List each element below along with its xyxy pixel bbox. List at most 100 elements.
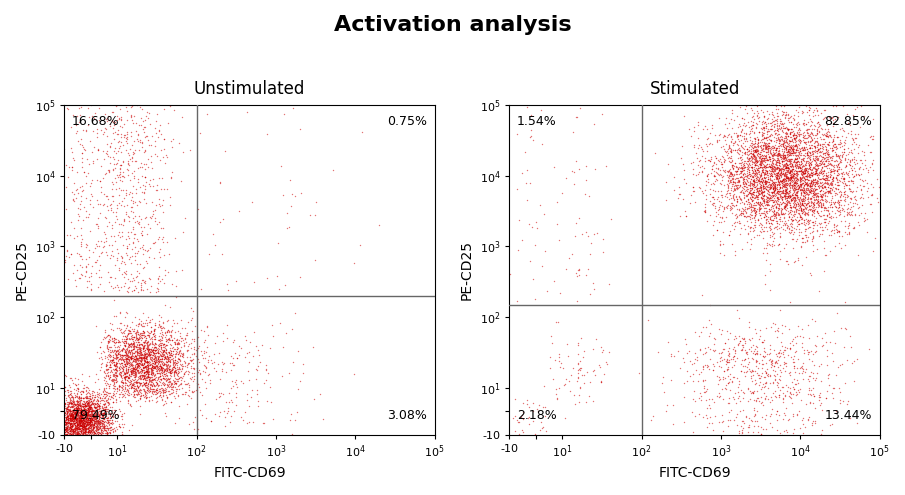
Point [810, 182, 824, 190]
Point [147, 363, 161, 371]
Point [197, 400, 212, 408]
Point [63, 396, 78, 404]
Point [81, 418, 95, 426]
Point [112, 355, 127, 363]
Point [797, 154, 812, 162]
Point [804, 387, 818, 395]
Point [749, 356, 764, 364]
Point [780, 197, 795, 204]
Point [749, 151, 764, 159]
Point [746, 177, 760, 185]
Point [803, 181, 817, 189]
Point [785, 162, 799, 170]
Point [837, 190, 852, 198]
Point [778, 159, 793, 167]
Point [85, 407, 100, 415]
Point [594, 378, 608, 386]
Point [159, 364, 174, 372]
Point [758, 161, 773, 169]
Point [246, 352, 261, 360]
Point [748, 155, 763, 163]
Point [104, 348, 119, 356]
Point [75, 428, 90, 436]
Point [723, 177, 738, 185]
Point [767, 164, 782, 172]
Point [106, 124, 120, 132]
Point [74, 410, 89, 418]
Point [115, 345, 129, 353]
Point [249, 376, 263, 384]
Point [67, 408, 81, 416]
Point [759, 128, 774, 136]
Point [716, 153, 730, 161]
Point [87, 420, 101, 428]
Point [719, 357, 733, 365]
Point [181, 318, 195, 326]
Point [134, 374, 148, 382]
Point [779, 163, 794, 171]
Point [64, 423, 79, 431]
Point [126, 345, 140, 353]
Point [843, 186, 857, 194]
Point [137, 386, 151, 394]
Point [146, 210, 160, 218]
Point [816, 169, 831, 177]
Point [91, 224, 106, 232]
Point [803, 144, 817, 151]
Point [204, 417, 218, 425]
Point [747, 180, 761, 188]
Point [76, 388, 91, 396]
Point [130, 175, 145, 183]
Point [842, 181, 856, 189]
Point [781, 148, 795, 156]
Point [113, 354, 128, 362]
Point [773, 153, 787, 161]
Point [119, 352, 133, 360]
Point [800, 390, 814, 398]
Point [792, 138, 806, 146]
Point [124, 351, 138, 359]
Point [757, 147, 771, 154]
Point [101, 382, 116, 390]
Point [61, 388, 75, 396]
Point [772, 187, 786, 195]
Point [747, 177, 761, 185]
Point [647, 149, 662, 157]
Point [748, 154, 763, 162]
Point [293, 377, 308, 385]
Point [151, 336, 166, 344]
Point [76, 388, 91, 396]
Point [133, 402, 148, 410]
Point [567, 392, 581, 399]
Point [141, 341, 156, 349]
Point [728, 146, 742, 154]
Point [830, 181, 844, 189]
Point [774, 165, 788, 173]
Point [84, 430, 99, 438]
Point [870, 175, 884, 183]
Point [832, 197, 846, 204]
Point [86, 424, 100, 432]
Point [843, 130, 858, 138]
Point [795, 234, 810, 242]
Point [786, 230, 800, 238]
Point [72, 418, 87, 426]
Point [117, 351, 131, 359]
Point [787, 194, 802, 202]
Point [156, 374, 170, 382]
Point [153, 357, 167, 365]
Point [283, 202, 298, 210]
Point [68, 409, 82, 417]
Point [65, 411, 80, 419]
Point [80, 412, 94, 420]
Point [763, 224, 777, 232]
Point [790, 142, 805, 149]
Point [721, 358, 736, 366]
Point [805, 171, 819, 179]
Point [741, 354, 756, 362]
Point [113, 161, 128, 169]
Point [157, 355, 171, 363]
Point [70, 409, 84, 417]
Point [71, 397, 85, 405]
Point [132, 348, 147, 356]
